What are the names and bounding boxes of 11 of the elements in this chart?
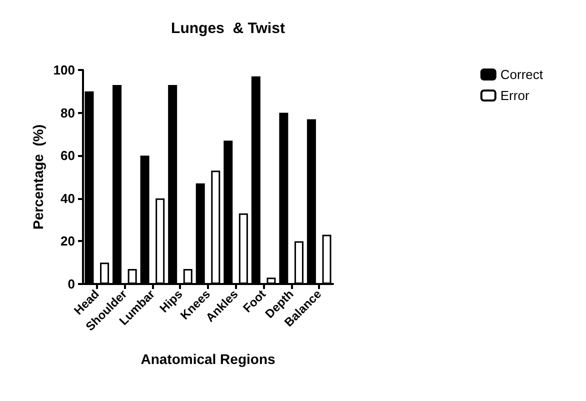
legend-label: Correct [500, 67, 544, 82]
y-axis-title: Percentage (%) [30, 124, 46, 230]
y-tick-label: 60 [60, 148, 75, 164]
y-tick-label: 40 [60, 190, 75, 206]
y-tick-label: 0 [68, 276, 75, 292]
legend-label: Error [500, 88, 530, 103]
y-tick-label: 20 [60, 234, 75, 249]
chart-title: Lunges & Twist [171, 20, 285, 37]
y-tick-label: 80 [60, 105, 75, 120]
x-axis-title: Anatomical Regions [140, 351, 276, 367]
y-tick-label: 100 [53, 62, 75, 78]
